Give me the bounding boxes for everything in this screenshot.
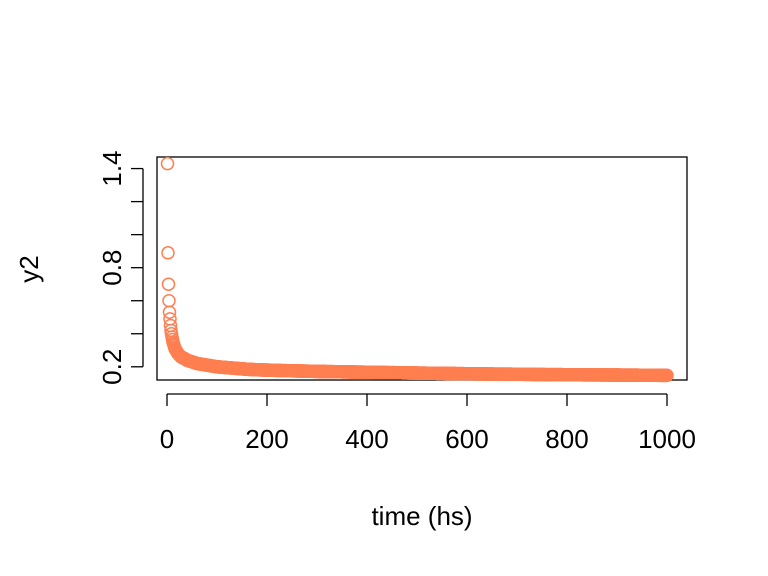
plot-frame — [156, 156, 688, 381]
data-point — [161, 246, 175, 260]
x-axis: 0 200 400 600 800 1000 — [160, 393, 696, 454]
data-points — [160, 156, 674, 383]
data-point — [162, 293, 176, 308]
x-tick-label: 800 — [545, 424, 588, 454]
x-tick-label: 0 — [160, 424, 174, 454]
data-point — [160, 156, 175, 171]
y-tick-label: 0.2 — [97, 349, 127, 385]
y-axis: 0.2 0.8 1.4 — [97, 150, 144, 385]
x-tick-label: 600 — [445, 424, 488, 454]
y-axis-label: y2 — [14, 255, 44, 282]
y-tick-label: 0.8 — [97, 250, 127, 286]
data-point — [162, 305, 177, 320]
x-tick-label: 1000 — [638, 424, 696, 454]
x-axis-label: time (hs) — [371, 501, 472, 531]
y-tick-label: 1.4 — [97, 150, 127, 186]
x-tick-label: 400 — [345, 424, 388, 454]
x-tick-label: 200 — [245, 424, 288, 454]
data-point — [659, 368, 674, 383]
data-point — [161, 277, 176, 291]
